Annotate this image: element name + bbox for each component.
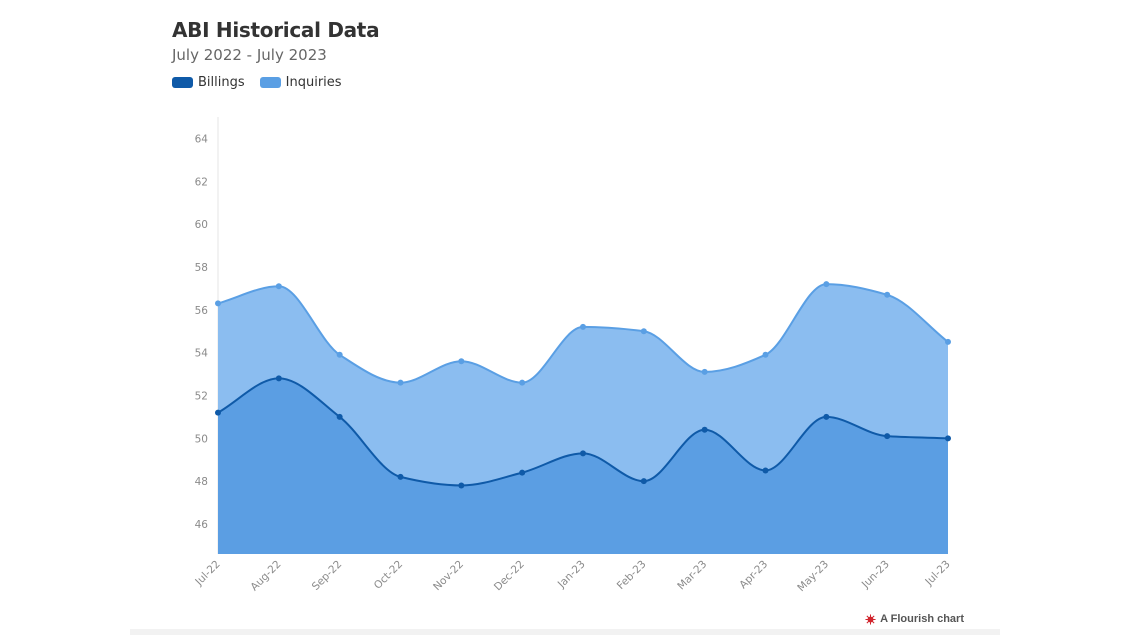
point-billings (640, 478, 647, 485)
point-inquiries (458, 358, 465, 365)
x-tick-label: Jul-22 (192, 558, 222, 588)
y-tick-label: 58 (195, 262, 208, 274)
x-tick-label: Feb-23 (615, 558, 649, 592)
legend-swatch-inquiries (259, 77, 281, 88)
y-tick-label: 50 (195, 433, 208, 445)
point-billings (458, 482, 465, 489)
chart-header: ABI Historical Data July 2022 - July 202… (172, 16, 380, 90)
x-tick-label: Jul-23 (922, 558, 952, 588)
point-billings (397, 473, 404, 480)
x-tick-label: Sep-22 (310, 558, 345, 593)
x-tick-label: Jan-23 (555, 558, 588, 591)
flourish-credit-label: A Flourish chart (880, 613, 964, 625)
y-tick-label: 48 (195, 476, 208, 488)
y-tick-label: 62 (195, 176, 208, 188)
y-tick-label: 56 (195, 305, 209, 317)
flourish-logo-icon (865, 613, 876, 625)
point-inquiries (215, 300, 221, 307)
point-inquiries (519, 379, 526, 386)
point-billings (519, 469, 526, 476)
point-billings (275, 375, 282, 382)
point-inquiries (640, 328, 647, 335)
point-inquiries (275, 283, 282, 290)
point-billings (884, 433, 891, 440)
x-tick-label: Jun-23 (859, 558, 892, 591)
point-inquiries (823, 281, 830, 288)
point-inquiries (580, 323, 586, 330)
chart-title: ABI Historical Data (172, 18, 380, 42)
point-billings (701, 426, 708, 433)
point-inquiries (945, 338, 951, 345)
point-inquiries (397, 379, 404, 386)
point-billings (762, 467, 769, 474)
point-inquiries (762, 351, 769, 358)
legend-item-billings[interactable]: Billings (172, 75, 245, 90)
y-tick-label: 64 (195, 133, 209, 145)
legend-item-inquiries[interactable]: Inquiries (259, 75, 342, 90)
legend-label-billings: Billings (198, 75, 245, 90)
y-tick-label: 46 (195, 519, 209, 531)
footer-bar (130, 629, 1000, 635)
x-tick-label: Dec-22 (492, 558, 527, 593)
point-inquiries (701, 368, 708, 375)
y-tick-label: 60 (195, 219, 208, 231)
legend-swatch-billings (172, 77, 193, 88)
x-tick-label: Apr-23 (737, 558, 770, 591)
point-billings (580, 450, 586, 457)
point-billings (215, 409, 221, 416)
area-billings (218, 378, 948, 554)
flourish-credit[interactable]: A Flourish chart (865, 613, 964, 625)
x-tick-label: May-23 (795, 558, 831, 594)
y-tick-label: 52 (195, 390, 208, 402)
y-tick-label: 54 (195, 348, 209, 360)
x-tick-label: Oct-22 (372, 558, 405, 591)
point-inquiries (884, 291, 891, 298)
point-billings (945, 435, 951, 442)
point-inquiries (336, 351, 343, 358)
point-billings (823, 413, 830, 420)
chart-legend: Billings Inquiries (172, 75, 379, 90)
x-tick-label: Mar-23 (675, 558, 709, 592)
x-tick-label: Aug-22 (248, 558, 283, 593)
x-tick-label: Nov-22 (431, 558, 466, 593)
point-billings (336, 413, 343, 420)
chart-subtitle: July 2022 - July 2023 (172, 46, 327, 64)
legend-label-inquiries: Inquiries (285, 75, 342, 90)
